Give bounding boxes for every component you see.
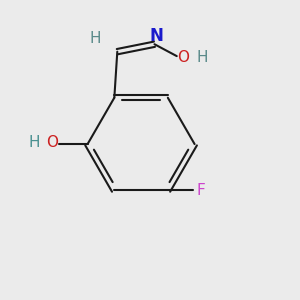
Text: H: H	[89, 31, 101, 46]
Text: H: H	[196, 50, 208, 65]
Text: O: O	[177, 50, 189, 65]
Text: N: N	[149, 27, 163, 45]
Text: O: O	[46, 135, 58, 150]
Text: H: H	[28, 135, 40, 150]
Text: F: F	[196, 183, 205, 198]
